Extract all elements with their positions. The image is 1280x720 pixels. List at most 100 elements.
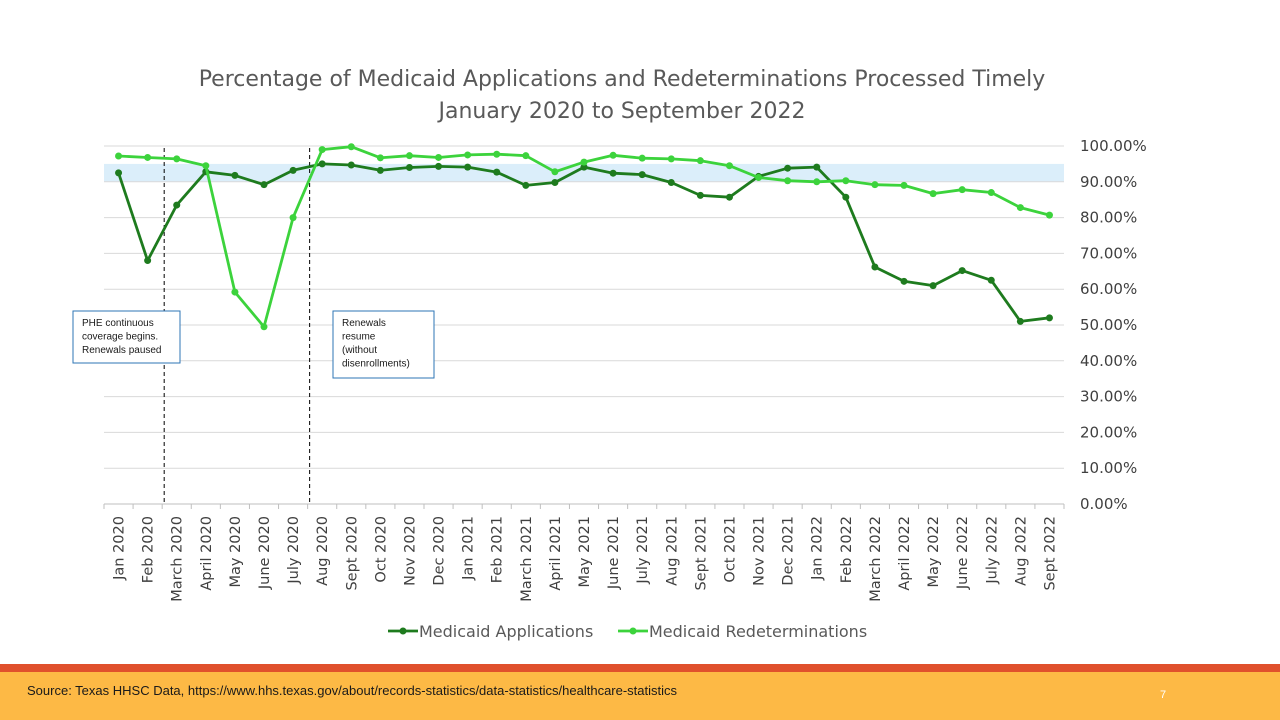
- data-point-0: [871, 263, 879, 271]
- data-point-1: [202, 162, 210, 170]
- x-tick-label: June 2020: [257, 516, 273, 590]
- x-tick-label: March 2020: [170, 516, 186, 602]
- data-point-1: [231, 288, 239, 296]
- x-tick-label: June 2021: [606, 516, 622, 590]
- data-point-0: [551, 179, 559, 187]
- x-tick-label: Dec 2020: [432, 516, 448, 586]
- data-point-1: [493, 150, 501, 158]
- data-point-1: [144, 153, 152, 161]
- data-point-0: [696, 191, 704, 199]
- data-point-0: [376, 166, 384, 174]
- x-tick-label: Feb 2022: [839, 516, 855, 583]
- data-point-1: [405, 152, 413, 160]
- data-point-1: [667, 155, 675, 163]
- x-tick-label: May 2021: [577, 516, 593, 588]
- data-point-0: [318, 160, 326, 168]
- annotation-text: resume: [342, 332, 376, 343]
- data-point-0: [784, 164, 792, 172]
- target-band: [104, 163, 1064, 182]
- y-tick-label: 70.00%: [1080, 244, 1137, 262]
- data-point-1: [813, 178, 821, 186]
- data-point-0: [813, 163, 821, 171]
- data-point-1: [580, 158, 588, 166]
- x-tick-label: Nov 2020: [402, 516, 418, 586]
- data-point-0: [1045, 314, 1053, 322]
- data-point-0: [144, 257, 152, 265]
- page-number: 7: [1160, 689, 1167, 701]
- data-point-0: [173, 201, 181, 209]
- data-point-0: [638, 171, 646, 179]
- annotation-box: [332, 310, 435, 379]
- data-point-1: [464, 151, 472, 159]
- x-tick-label: July 2021: [635, 516, 651, 585]
- x-tick-label: Dec 2021: [781, 516, 797, 586]
- x-tick-label: May 2020: [228, 516, 244, 588]
- y-tick-label: 90.00%: [1080, 173, 1137, 191]
- data-point-0: [289, 166, 297, 174]
- chart-title-line-1: Percentage of Medicaid Applications and …: [199, 67, 1046, 92]
- data-point-1: [871, 181, 879, 189]
- data-point-0: [115, 169, 123, 177]
- data-point-0: [958, 267, 966, 275]
- data-point-0: [609, 169, 617, 177]
- data-point-1: [696, 157, 704, 165]
- footer-bar: [0, 672, 1280, 720]
- data-point-1: [376, 154, 384, 162]
- data-point-1: [115, 152, 123, 160]
- data-point-1: [929, 190, 937, 198]
- x-tick-label: July 2022: [984, 516, 1000, 585]
- data-point-1: [725, 162, 733, 170]
- x-tick-label: April 2022: [897, 516, 913, 591]
- x-tick-label: April 2020: [199, 516, 215, 591]
- data-point-0: [987, 276, 995, 284]
- chart: Percentage of Medicaid Applications and …: [72, 67, 1147, 641]
- data-point-1: [318, 146, 326, 154]
- x-tick-label: Jan 2022: [810, 516, 826, 581]
- chart-title-line-2: January 2020 to September 2022: [436, 99, 805, 124]
- x-tick-label: July 2020: [286, 516, 302, 585]
- x-tick-label: Feb 2020: [141, 516, 157, 583]
- y-tick-label: 0.00%: [1080, 495, 1128, 513]
- x-tick-label: Sept 2021: [693, 516, 709, 591]
- data-point-0: [522, 181, 530, 189]
- data-point-1: [551, 168, 559, 176]
- data-point-1: [435, 153, 443, 161]
- data-point-1: [1016, 204, 1024, 212]
- x-tick-label: June 2022: [955, 516, 971, 590]
- data-point-0: [842, 193, 850, 201]
- data-point-1: [958, 186, 966, 194]
- data-point-1: [900, 181, 908, 189]
- annotation-text: Renewals paused: [82, 345, 162, 356]
- x-tick-label: May 2022: [926, 516, 942, 588]
- x-tick-label: March 2022: [868, 516, 884, 602]
- data-point-0: [725, 193, 733, 201]
- data-point-1: [609, 151, 617, 159]
- data-point-1: [289, 214, 297, 222]
- y-tick-label: 20.00%: [1080, 423, 1137, 441]
- x-tick-label: Nov 2021: [752, 516, 768, 586]
- legend-marker: [629, 627, 637, 635]
- y-tick-label: 30.00%: [1080, 388, 1137, 406]
- data-point-0: [435, 162, 443, 170]
- x-tick-label: Sept 2022: [1042, 516, 1058, 591]
- annotation-text: PHE continuous: [82, 318, 154, 329]
- data-point-1: [173, 155, 181, 163]
- x-tick-label: Jan 2021: [461, 516, 477, 581]
- data-point-0: [900, 277, 908, 285]
- data-point-1: [260, 323, 268, 331]
- data-point-0: [347, 161, 355, 169]
- legend-label: Medicaid Applications: [419, 622, 593, 641]
- footer-accent-bar: [0, 664, 1280, 672]
- data-point-0: [464, 163, 472, 171]
- y-tick-label: 10.00%: [1080, 459, 1137, 477]
- legend-label: Medicaid Redeterminations: [649, 622, 867, 641]
- x-tick-label: Aug 2022: [1013, 516, 1029, 586]
- x-tick-label: Aug 2020: [315, 516, 331, 586]
- annotation-text: coverage begins.: [82, 332, 158, 343]
- data-point-1: [842, 177, 850, 185]
- data-point-0: [667, 179, 675, 187]
- data-point-1: [755, 174, 763, 182]
- y-tick-label: 80.00%: [1080, 209, 1137, 227]
- data-point-1: [1045, 211, 1053, 219]
- data-point-0: [493, 168, 501, 176]
